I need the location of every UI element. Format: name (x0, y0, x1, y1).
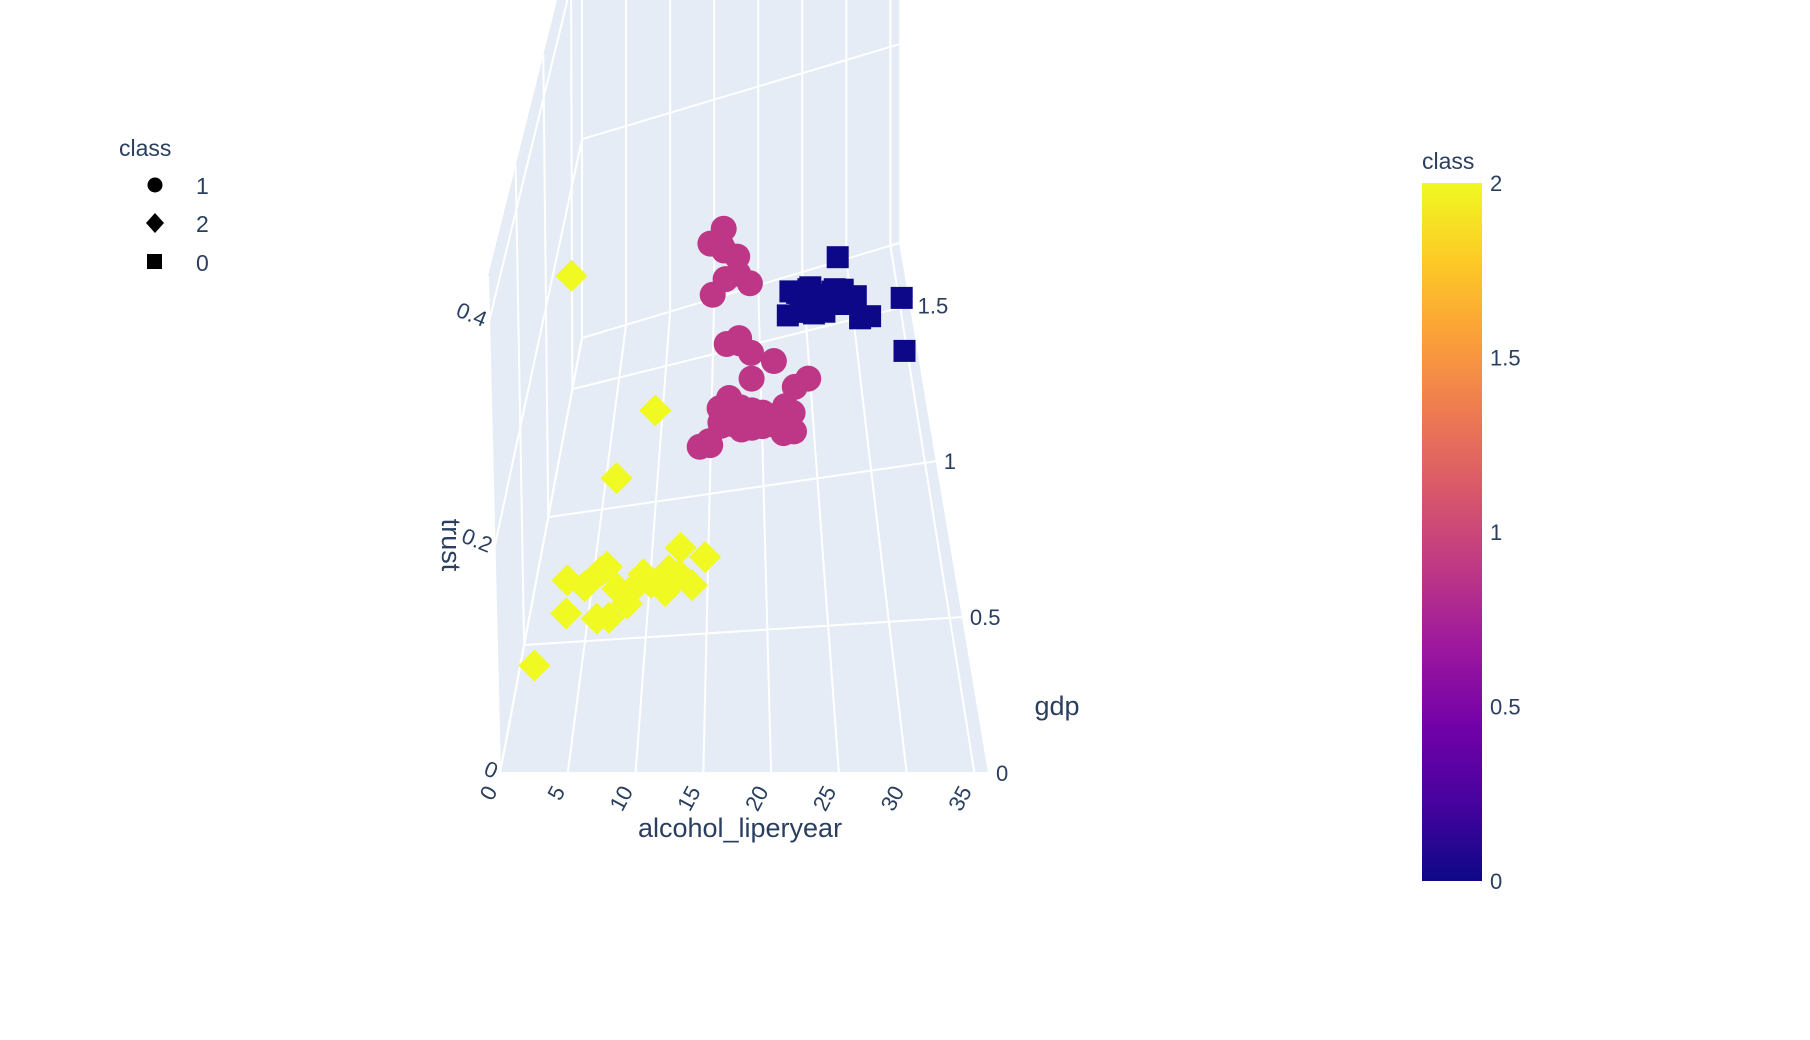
data-point-class-0[interactable] (776, 304, 799, 327)
data-point-class-0[interactable] (842, 287, 864, 310)
legend-item[interactable]: 2 (146, 211, 209, 237)
gridline (488, 0, 569, 322)
gridline (570, 0, 574, 390)
data-point-class-2[interactable] (676, 569, 708, 602)
data-point-class-0[interactable] (893, 339, 916, 362)
data-point-class-2[interactable] (555, 259, 588, 292)
data-point-class-2[interactable] (627, 558, 660, 591)
x-tick-label: 35 (943, 782, 977, 815)
gridline (487, 275, 501, 774)
square-icon (147, 254, 162, 269)
scene-3d[interactable] (487, 0, 988, 774)
gridline (634, 311, 672, 774)
data-point-class-1[interactable] (697, 432, 724, 459)
gridline (566, 324, 628, 774)
legend-label: 0 (196, 250, 209, 276)
colorbar-tick-label: 1 (1490, 520, 1502, 545)
x-tick-label: 30 (876, 782, 910, 815)
colorbar: class 0 0.5 1 1.5 2 (1422, 148, 1521, 894)
data-points (518, 215, 916, 682)
gridline (845, 258, 908, 774)
z-axis-title: trust (436, 519, 466, 572)
floor-pane (500, 243, 988, 773)
gridline (581, 43, 900, 141)
gridline (499, 337, 583, 774)
colorbar-gradient (1422, 183, 1482, 881)
data-point-class-1[interactable] (781, 373, 808, 400)
y-axis-ticks: 0 0.5 1 1.5 (918, 293, 1009, 786)
data-point-class-1[interactable] (738, 339, 765, 366)
data-point-class-2[interactable] (600, 462, 633, 495)
left-wall-pane (488, 0, 582, 773)
data-point-class-0[interactable] (890, 286, 913, 309)
colorbar-tick-label: 1.5 (1490, 346, 1521, 371)
data-point-class-2[interactable] (601, 572, 634, 605)
x-tick-label: 20 (740, 782, 774, 815)
diamond-icon (146, 213, 164, 233)
data-point-class-2[interactable] (551, 564, 584, 597)
x-tick-label: 15 (672, 782, 706, 815)
data-point-class-2[interactable] (652, 554, 685, 587)
gridline (548, 460, 936, 519)
y-tick-label: 1 (944, 449, 956, 474)
gridline (524, 616, 962, 647)
data-point-class-1[interactable] (736, 270, 763, 297)
colorbar-title: class (1422, 148, 1474, 174)
back-wall-pane (582, 0, 900, 338)
data-point-class-2[interactable] (689, 541, 722, 574)
data-point-class-0[interactable] (859, 305, 882, 328)
data-point-class-2[interactable] (664, 531, 697, 564)
colorbar-tick-label: 2 (1490, 171, 1502, 196)
legend-label: 2 (196, 211, 209, 237)
data-point-class-2[interactable] (585, 555, 617, 588)
x-tick-label: 25 (808, 782, 842, 815)
legend-title: class (119, 135, 171, 161)
data-point-class-1[interactable] (738, 365, 765, 392)
z-tick-label: 0.4 (453, 297, 491, 332)
data-point-class-2[interactable] (592, 601, 625, 634)
data-point-class-1[interactable] (779, 399, 806, 426)
data-point-class-0[interactable] (826, 246, 849, 269)
data-point-class-0[interactable] (804, 297, 827, 320)
data-point-class-2[interactable] (518, 649, 551, 682)
x-tick-label: 5 (542, 782, 570, 805)
y-axis-title: gdp (1034, 691, 1079, 721)
gridline (514, 165, 526, 646)
gridline (493, 138, 583, 548)
x-axis-title: alcohol_liperyear (638, 813, 842, 843)
legend-item[interactable]: 0 (147, 250, 209, 276)
legend-item[interactable]: 1 (147, 173, 209, 199)
x-axis-ticks: 0 5 10 15 20 25 30 35 (475, 782, 977, 815)
gridline (542, 55, 550, 518)
y-tick-label: 0.5 (970, 605, 1001, 630)
z-tick-label: 0 (481, 756, 502, 784)
colorbar-ticks: 0 0.5 1 1.5 2 (1490, 171, 1521, 894)
legend-label: 1 (196, 173, 209, 199)
y-tick-label: 1.5 (918, 293, 949, 318)
x-tick-label: 10 (604, 782, 638, 815)
data-point-class-2[interactable] (639, 394, 672, 427)
gridline (757, 285, 773, 774)
gridline (702, 298, 716, 774)
legend: class 1 2 0 (119, 135, 209, 276)
gridline (801, 271, 840, 774)
x-tick-label: 0 (475, 782, 503, 805)
colorbar-tick-label: 0 (1490, 869, 1502, 894)
gridline (889, 245, 976, 774)
circle-icon (147, 177, 163, 193)
colorbar-tick-label: 0.5 (1490, 695, 1521, 720)
data-point-class-1[interactable] (710, 215, 737, 242)
data-point-class-2[interactable] (550, 597, 583, 630)
y-tick-label: 0 (996, 761, 1008, 786)
data-point-class-1[interactable] (760, 348, 787, 374)
